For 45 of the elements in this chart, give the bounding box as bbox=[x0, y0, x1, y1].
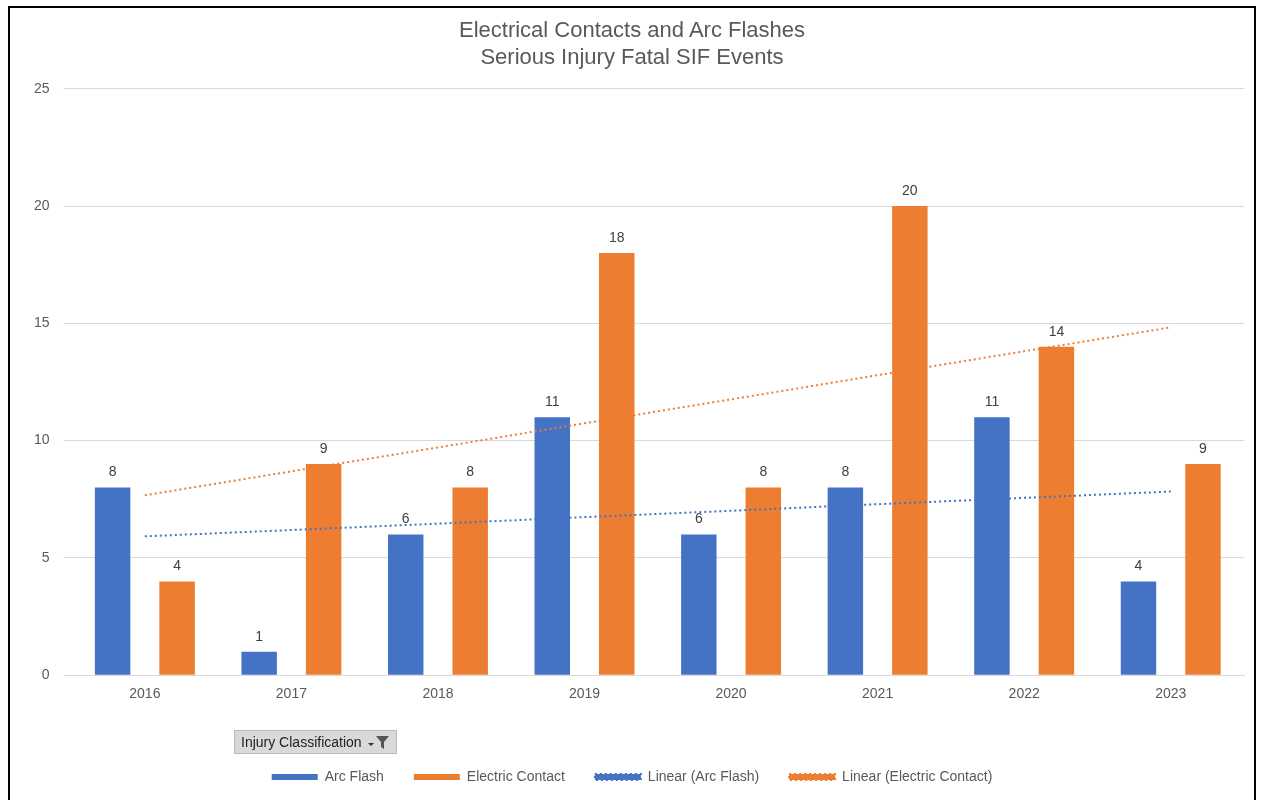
data-label: 14 bbox=[1048, 322, 1065, 339]
data-label: 8 bbox=[841, 463, 850, 480]
y-tick-label: 10 bbox=[33, 431, 50, 448]
x-tick-label: 2023 bbox=[1155, 685, 1187, 702]
x-tick-label: 2019 bbox=[568, 685, 601, 702]
y-tick-label: 20 bbox=[33, 196, 50, 213]
bar bbox=[1120, 581, 1157, 675]
text: Injury Classification bbox=[241, 734, 362, 750]
y-tick-label: 5 bbox=[41, 548, 50, 565]
data-label: 8 bbox=[759, 463, 768, 480]
data-label: 9 bbox=[1199, 439, 1208, 456]
data-label: 11 bbox=[984, 393, 1000, 410]
bar bbox=[1185, 464, 1221, 675]
legend-label: Electric Contact bbox=[466, 767, 565, 784]
bar bbox=[452, 487, 488, 675]
data-label: 11 bbox=[544, 393, 560, 410]
x-tick-label: 2018 bbox=[422, 685, 454, 702]
data-label: 1 bbox=[255, 627, 264, 644]
bar bbox=[681, 534, 717, 675]
legend-label: Linear (Electric Contact) bbox=[842, 767, 993, 784]
data-label: 8 bbox=[466, 463, 475, 480]
x-tick-label: 2021 bbox=[862, 685, 894, 702]
legend-label: Linear (Arc Flash) bbox=[647, 767, 760, 784]
data-label: 20 bbox=[902, 181, 918, 198]
data-label: 9 bbox=[319, 439, 328, 456]
bar bbox=[159, 581, 195, 675]
bar bbox=[387, 534, 424, 675]
bar bbox=[241, 651, 277, 675]
y-tick-label: 25 bbox=[33, 79, 50, 96]
x-tick-label: 2020 bbox=[715, 685, 747, 702]
legend-label: Arc Flash bbox=[324, 767, 384, 784]
data-label: 4 bbox=[173, 557, 182, 574]
y-tick-label: 15 bbox=[33, 314, 50, 331]
bar bbox=[94, 487, 131, 675]
data-label: 6 bbox=[401, 510, 410, 527]
data-label: 8 bbox=[108, 463, 117, 480]
data-label: 18 bbox=[608, 228, 625, 245]
data-label: 4 bbox=[1134, 557, 1143, 574]
data-label: 6 bbox=[694, 510, 703, 527]
x-tick-label: 2017 bbox=[275, 685, 308, 702]
x-tick-label: 2016 bbox=[129, 685, 161, 702]
bar bbox=[745, 487, 782, 675]
chart-title: Electrical Contacts and Arc Flashes Serious Injury Fatal SIF Events bbox=[458, 17, 806, 69]
y-tick-label: 0 bbox=[41, 666, 50, 683]
x-tick-label: 2022 bbox=[1008, 685, 1040, 702]
